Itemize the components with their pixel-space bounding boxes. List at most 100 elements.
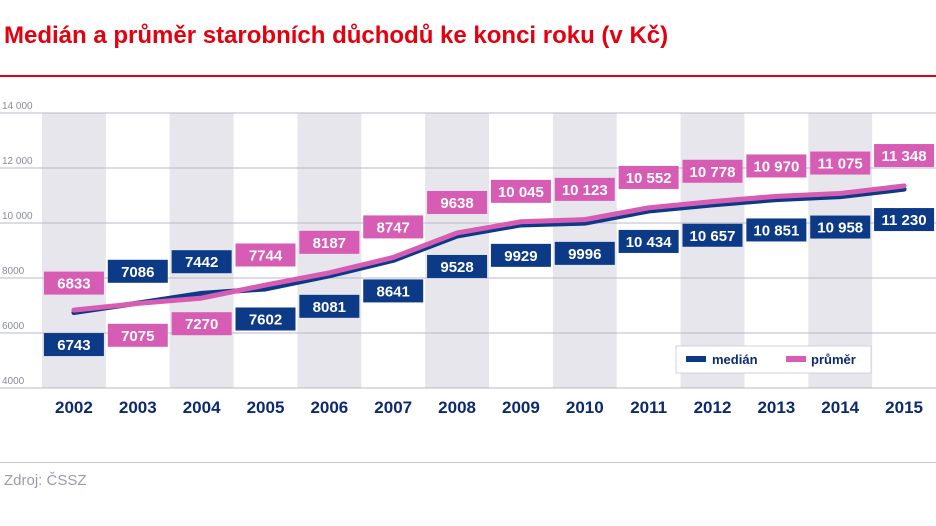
- chart-lines: [71, 183, 907, 316]
- label-median-2003-text: 7086: [121, 264, 154, 281]
- label-mean-2014-text: 11 075: [818, 156, 863, 173]
- label-mean-2014: 11 075: [810, 151, 871, 175]
- footer-divider: [0, 462, 936, 463]
- x-tick-label: 2015: [885, 398, 923, 417]
- label-mean-2004: 7270: [171, 312, 232, 336]
- label-mean-2007-box: [363, 215, 424, 239]
- label-median-2004-text: 7442: [185, 254, 218, 271]
- label-median-2015: 11 230: [874, 208, 935, 232]
- label-mean-2010-text: 10 123: [562, 182, 608, 199]
- label-mean-2009-text: 10 045: [498, 184, 544, 201]
- label-median-2014-text: 10 958: [817, 220, 863, 237]
- x-tick-label: 2012: [694, 398, 732, 417]
- value-labels: 6743 6833 7086 7075 7442 7270 7602 7744 8081 8187…: [43, 144, 935, 357]
- label-median-2011-text: 10 434: [626, 234, 673, 251]
- label-mean-2003: 7075: [107, 323, 168, 347]
- label-median-2009-text: 9929: [504, 248, 537, 265]
- legend-label-median: medián: [712, 352, 758, 367]
- band-2008: [425, 113, 489, 388]
- label-mean-2015-box: [874, 144, 935, 168]
- label-median-2013: 10 851: [746, 218, 807, 242]
- label-median-2002-box: [43, 333, 104, 357]
- y-tick-label: 4000: [2, 376, 25, 387]
- legend-box: [675, 345, 872, 374]
- y-tick-label: 12 000: [2, 156, 33, 167]
- label-median-2002-text: 6743: [57, 337, 90, 354]
- label-mean-2011-text: 10 552: [626, 170, 672, 187]
- label-median-2012-box: [682, 223, 743, 247]
- label-mean-2015: 11 348: [874, 144, 935, 168]
- label-mean-2002: 6833: [43, 271, 104, 295]
- label-median-2007: 8641: [363, 279, 424, 303]
- label-median-2014-box: [810, 215, 871, 239]
- label-mean-2012: 10 778: [682, 159, 743, 183]
- label-mean-2008: 9638: [427, 190, 488, 214]
- y-tick-label: 6000: [2, 321, 25, 332]
- label-median-2006: 8081: [299, 294, 360, 318]
- x-axis: 2002 2003 2004 2005 2006 2007 2008 2009 2010 2011…: [55, 398, 923, 417]
- label-mean-2006-text: 8187: [313, 235, 346, 252]
- label-mean-2006: 8187: [299, 230, 360, 254]
- label-median-2006-box: [299, 294, 360, 318]
- legend-swatch-median: [686, 356, 706, 362]
- x-tick-label: 2013: [757, 398, 795, 417]
- label-median-2004: 7442: [171, 250, 232, 274]
- label-mean-2015-text: 11 348: [882, 148, 927, 165]
- label-median-2008-box: [427, 254, 488, 278]
- label-median-2007-text: 8641: [377, 283, 410, 300]
- label-mean-2012-box: [682, 159, 743, 183]
- y-tick-label: 14 000: [2, 101, 33, 112]
- label-median-2010-text: 9996: [568, 246, 601, 263]
- label-median-2008-text: 9528: [440, 259, 473, 276]
- label-median-2011-box: [618, 229, 679, 253]
- label-mean-2003-text: 7075: [121, 328, 154, 345]
- label-median-2015-box: [874, 208, 935, 232]
- label-median-2008: 9528: [427, 254, 488, 278]
- x-tick-label: 2002: [55, 398, 93, 417]
- label-median-2005-text: 7602: [249, 311, 282, 328]
- label-median-2006-text: 8081: [313, 299, 346, 316]
- line-mean: [71, 183, 907, 313]
- x-tick-label: 2011: [630, 398, 667, 417]
- label-median-2003: 7086: [107, 259, 168, 283]
- source-note: Zdroj: ČSSZ: [4, 472, 87, 489]
- label-mean-2010-box: [554, 177, 615, 201]
- label-median-2015-text: 11 230: [882, 212, 927, 229]
- label-mean-2002-text: 6833: [57, 276, 90, 293]
- x-tick-label: 2005: [247, 398, 285, 417]
- label-median-2011: 10 434: [618, 229, 679, 253]
- label-mean-2013-text: 10 970: [753, 158, 799, 175]
- label-median-2012: 10 657: [682, 223, 743, 247]
- chart-legend: medián průměr: [675, 345, 872, 374]
- label-median-2009-box: [490, 243, 551, 267]
- label-mean-2009: 10 045: [490, 179, 551, 203]
- x-tick-label: 2008: [438, 398, 476, 417]
- label-mean-2010: 10 123: [554, 177, 615, 201]
- label-median-2010: 9996: [554, 241, 615, 265]
- label-median-2014: 10 958: [810, 215, 871, 239]
- label-mean-2013-box: [746, 154, 807, 178]
- label-median-2002: 6743: [43, 333, 104, 357]
- x-tick-label: 2010: [566, 398, 604, 417]
- label-median-2013-box: [746, 218, 807, 242]
- chart-title: Medián a průměr starobních důchodů ke ko…: [4, 22, 669, 49]
- label-mean-2007: 8747: [363, 215, 424, 239]
- label-median-2005: 7602: [235, 307, 296, 331]
- label-mean-2005-text: 7744: [249, 247, 283, 264]
- label-mean-2003-box: [107, 323, 168, 347]
- label-mean-2008-text: 9638: [440, 195, 473, 212]
- y-axis: 4000 6000 8000 10 000 12 000 14 000: [2, 101, 33, 387]
- label-mean-2012-text: 10 778: [690, 164, 736, 181]
- x-tick-label: 2004: [183, 398, 221, 417]
- label-mean-2004-box: [171, 312, 232, 336]
- label-mean-2013: 10 970: [746, 154, 807, 178]
- label-median-2010-box: [554, 241, 615, 265]
- legend-swatch-mean: [786, 356, 806, 362]
- label-median-2013-text: 10 851: [753, 222, 799, 239]
- label-median-2003-box: [107, 259, 168, 283]
- x-tick-label: 2003: [119, 398, 157, 417]
- label-median-2012-text: 10 657: [690, 228, 736, 245]
- label-mean-2005-box: [235, 243, 296, 267]
- label-mean-2006-box: [299, 230, 360, 254]
- label-mean-2007-text: 8747: [377, 219, 410, 236]
